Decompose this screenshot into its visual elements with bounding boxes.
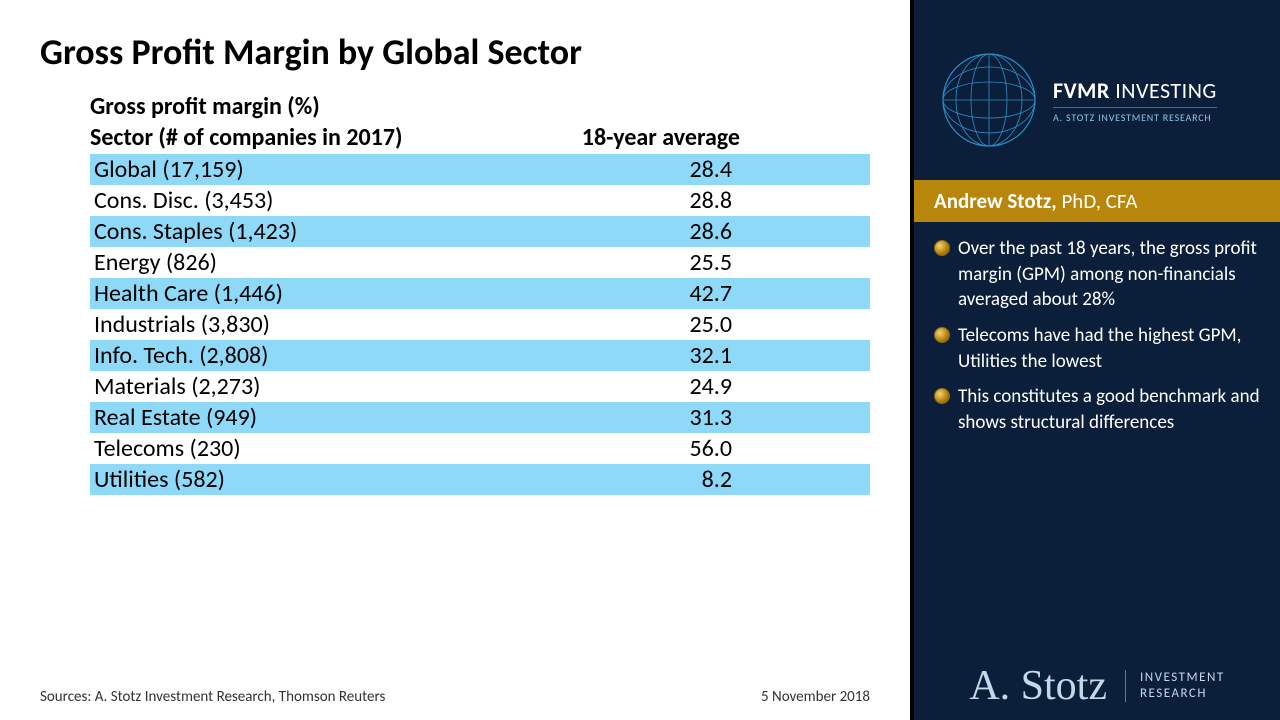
main-panel: Gross Profit Margin by Global Sector Gro… xyxy=(0,0,910,720)
brand-block: FVMR INVESTING A. STOTZ INVESTMENT RESEA… xyxy=(1053,77,1217,124)
table-row: Real Estate (949)31.3 xyxy=(90,402,870,433)
cell-sector: Telecoms (230) xyxy=(90,434,520,463)
signature-brand: INVESTMENT RESEARCH xyxy=(1125,670,1225,703)
table-row: Utilities (582)8.2 xyxy=(90,464,870,495)
cell-value: 32.1 xyxy=(520,341,740,370)
header-average: 18-year average xyxy=(520,123,740,152)
cell-sector: Utilities (582) xyxy=(90,465,520,494)
cell-sector: Materials (2,273) xyxy=(90,372,520,401)
table-row: Industrials (3,830)25.0 xyxy=(90,309,870,340)
author-credentials: PhD, CFA xyxy=(1057,188,1138,214)
logo-area: FVMR INVESTING A. STOTZ INVESTMENT RESEA… xyxy=(914,0,1280,180)
cell-sector: Industrials (3,830) xyxy=(90,310,520,339)
cell-sector: Global (17,159) xyxy=(90,155,520,184)
table-row: Cons. Staples (1,423)28.6 xyxy=(90,216,870,247)
cell-sector: Info. Tech. (2,808) xyxy=(90,341,520,370)
brand-thin: INVESTING xyxy=(1115,77,1217,104)
bullet-icon xyxy=(934,327,950,343)
bullet-list: Over the past 18 years, the gross profit… xyxy=(914,222,1280,455)
brand-main: FVMR xyxy=(1053,77,1110,104)
table-row: Global (17,159)28.4 xyxy=(90,154,870,185)
sig-brand-line1: INVESTMENT xyxy=(1140,670,1225,686)
table-row: Telecoms (230)56.0 xyxy=(90,433,870,464)
cell-value: 28.8 xyxy=(520,186,740,215)
slide: Gross Profit Margin by Global Sector Gro… xyxy=(0,0,1280,720)
table-row: Info. Tech. (2,808)32.1 xyxy=(90,340,870,371)
bullet-item: Telecoms have had the highest GPM, Utili… xyxy=(934,323,1260,374)
cell-value: 8.2 xyxy=(520,465,740,494)
cell-value: 28.6 xyxy=(520,217,740,246)
bullet-text: Telecoms have had the highest GPM, Utili… xyxy=(958,323,1260,374)
cell-value: 25.5 xyxy=(520,248,740,277)
footer: Sources: A. Stotz Investment Research, T… xyxy=(40,688,870,706)
signature-area: A. Stotz INVESTMENT RESEARCH xyxy=(914,662,1280,710)
bullet-item: This constitutes a good benchmark and sh… xyxy=(934,384,1260,435)
cell-sector: Energy (826) xyxy=(90,248,520,277)
author-name: Andrew Stotz, xyxy=(934,188,1057,214)
table-header-row: Sector (# of companies in 2017) 18-year … xyxy=(90,123,870,152)
header-sector: Sector (# of companies in 2017) xyxy=(90,123,520,152)
cell-sector: Cons. Staples (1,423) xyxy=(90,217,520,246)
sidebar: FVMR INVESTING A. STOTZ INVESTMENT RESEA… xyxy=(910,0,1280,720)
brand-title: FVMR INVESTING xyxy=(1053,77,1217,104)
bullet-item: Over the past 18 years, the gross profit… xyxy=(934,236,1260,313)
table-subtitle: Gross profit margin (%) xyxy=(90,92,870,121)
cell-value: 31.3 xyxy=(520,403,740,432)
table-row: Health Care (1,446)42.7 xyxy=(90,278,870,309)
bullet-icon xyxy=(934,388,950,404)
sig-brand-line2: RESEARCH xyxy=(1140,686,1225,702)
cell-value: 56.0 xyxy=(520,434,740,463)
bullet-icon xyxy=(934,240,950,256)
data-table: Gross profit margin (%) Sector (# of com… xyxy=(40,92,870,495)
signature: A. Stotz xyxy=(969,662,1107,710)
table-body: Global (17,159)28.4Cons. Disc. (3,453)28… xyxy=(90,154,870,495)
bullet-text: This constitutes a good benchmark and sh… xyxy=(958,384,1260,435)
brand-subtitle: A. STOTZ INVESTMENT RESEARCH xyxy=(1053,107,1217,124)
date-text: 5 November 2018 xyxy=(761,688,870,706)
cell-sector: Health Care (1,446) xyxy=(90,279,520,308)
sources-text: Sources: A. Stotz Investment Research, T… xyxy=(40,688,385,706)
table-row: Materials (2,273)24.9 xyxy=(90,371,870,402)
cell-value: 25.0 xyxy=(520,310,740,339)
cell-value: 42.7 xyxy=(520,279,740,308)
slide-title: Gross Profit Margin by Global Sector xyxy=(40,30,870,74)
table-row: Energy (826)25.5 xyxy=(90,247,870,278)
globe-icon xyxy=(939,50,1039,150)
cell-sector: Cons. Disc. (3,453) xyxy=(90,186,520,215)
author-bar: Andrew Stotz, PhD, CFA xyxy=(914,180,1280,222)
bullet-text: Over the past 18 years, the gross profit… xyxy=(958,236,1260,313)
cell-value: 24.9 xyxy=(520,372,740,401)
table-row: Cons. Disc. (3,453)28.8 xyxy=(90,185,870,216)
cell-value: 28.4 xyxy=(520,155,740,184)
cell-sector: Real Estate (949) xyxy=(90,403,520,432)
